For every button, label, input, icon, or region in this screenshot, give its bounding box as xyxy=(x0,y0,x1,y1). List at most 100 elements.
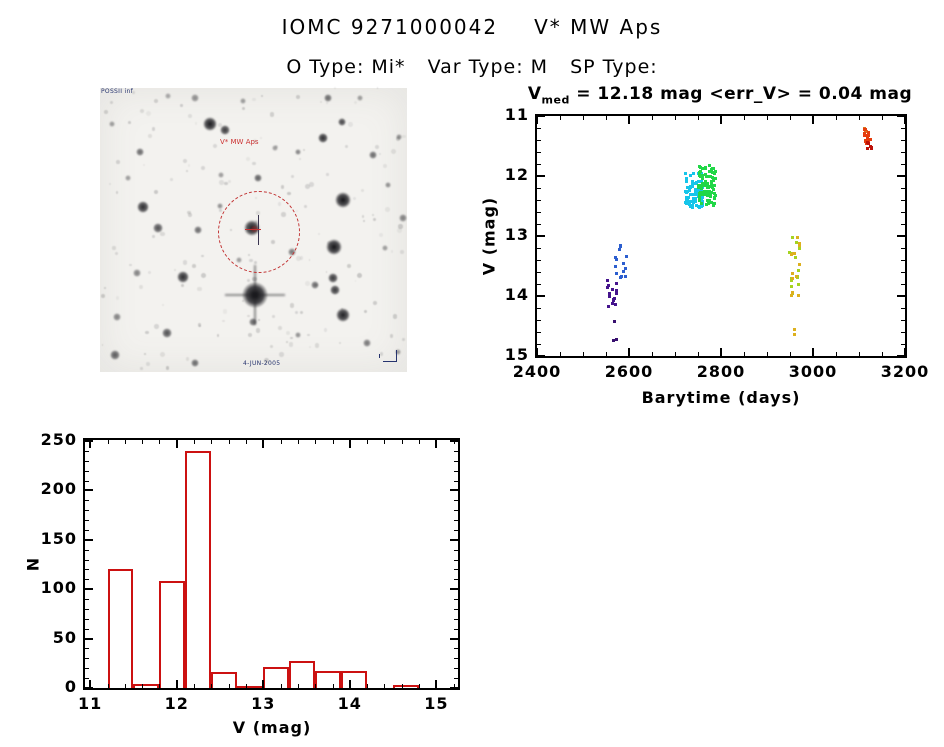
axis-tick xyxy=(453,440,455,444)
data-point xyxy=(695,188,699,192)
axis-tick xyxy=(606,116,607,120)
star xyxy=(165,93,171,99)
faint-star xyxy=(308,259,311,261)
axis-tick xyxy=(454,510,458,512)
axis-tick xyxy=(85,628,89,630)
axis-tick xyxy=(583,116,584,120)
variable-type: Var Type: M xyxy=(427,56,549,78)
axis-tick xyxy=(537,284,541,285)
data-point xyxy=(700,190,704,194)
target-name-label: V* MW Aps xyxy=(220,138,259,146)
faint-star xyxy=(173,268,176,272)
data-point xyxy=(688,201,692,205)
data-point xyxy=(685,186,689,190)
histogram-bar xyxy=(393,685,420,688)
data-point xyxy=(614,302,618,306)
axis-tick xyxy=(107,440,109,444)
faint-star xyxy=(222,319,226,323)
data-point xyxy=(797,247,801,251)
faint-star xyxy=(260,94,263,97)
data-point xyxy=(700,174,704,178)
data-point xyxy=(712,179,716,183)
axis-tick xyxy=(675,116,676,120)
faint-star xyxy=(224,182,228,186)
faint-star xyxy=(380,352,384,356)
axis-tick xyxy=(537,308,541,309)
faint-star xyxy=(247,332,252,337)
faint-star xyxy=(325,102,328,104)
data-point xyxy=(866,130,870,134)
axis-tick xyxy=(901,224,905,225)
faint-star xyxy=(146,361,151,367)
faint-star xyxy=(257,318,260,321)
data-point xyxy=(622,269,626,273)
star xyxy=(194,226,202,234)
axis-tick xyxy=(228,440,230,444)
axis-tick xyxy=(280,440,282,444)
data-point xyxy=(699,172,703,176)
star xyxy=(125,175,131,181)
faint-star xyxy=(317,233,320,235)
axis-tick xyxy=(454,450,458,452)
data-point xyxy=(698,166,702,170)
axis-tick xyxy=(159,684,161,688)
axis-tick xyxy=(89,440,92,448)
histogram-y-axis-title: N xyxy=(23,556,43,572)
axis-tick xyxy=(744,116,745,120)
axis-tick xyxy=(142,440,144,444)
faint-star xyxy=(376,87,379,89)
axis-tick xyxy=(85,658,89,660)
data-point xyxy=(714,193,718,197)
faint-star xyxy=(398,224,403,229)
data-point xyxy=(712,204,716,208)
axis-tick xyxy=(537,200,541,201)
axis-tick xyxy=(901,212,905,213)
faint-star xyxy=(305,281,310,286)
axis-tick xyxy=(583,352,584,356)
axis-tick xyxy=(454,470,458,472)
faint-star xyxy=(323,328,327,332)
data-point xyxy=(790,291,794,295)
star xyxy=(240,98,246,104)
axis-tick xyxy=(85,687,93,689)
axis-tick xyxy=(348,440,351,448)
axis-tick xyxy=(454,579,458,581)
axis-tick xyxy=(124,440,126,444)
data-point xyxy=(691,192,695,196)
faint-star xyxy=(182,259,188,265)
data-point xyxy=(697,195,701,199)
faint-star xyxy=(101,294,105,298)
data-point xyxy=(697,186,701,190)
faint-star xyxy=(392,314,398,320)
axis-tick xyxy=(107,684,109,688)
histogram-plot-area xyxy=(83,438,460,690)
faint-star xyxy=(372,301,377,306)
axis-tick xyxy=(85,678,89,680)
data-point xyxy=(712,183,716,187)
axis-tick xyxy=(85,460,89,462)
scale-marker-vertical xyxy=(396,350,397,362)
y-tick-label: 14 xyxy=(504,285,529,304)
faint-star xyxy=(143,163,146,167)
data-point xyxy=(691,200,695,204)
data-point xyxy=(615,337,619,341)
data-point xyxy=(684,172,688,176)
star xyxy=(328,273,338,283)
axis-tick xyxy=(194,684,196,688)
x-tick-label: 3200 xyxy=(880,362,930,381)
axis-tick xyxy=(901,248,905,249)
axis-tick xyxy=(315,684,317,688)
faint-star xyxy=(285,340,288,343)
data-point xyxy=(709,195,713,199)
data-point xyxy=(701,175,705,179)
axis-tick xyxy=(537,260,541,261)
faint-star xyxy=(399,249,405,255)
lightcurve-plot-area xyxy=(535,114,907,358)
star xyxy=(191,359,199,367)
star xyxy=(113,313,121,321)
axis-tick xyxy=(454,648,458,650)
data-point xyxy=(624,254,628,258)
faint-star xyxy=(154,324,160,330)
star xyxy=(395,349,401,355)
axis-tick xyxy=(454,480,458,482)
